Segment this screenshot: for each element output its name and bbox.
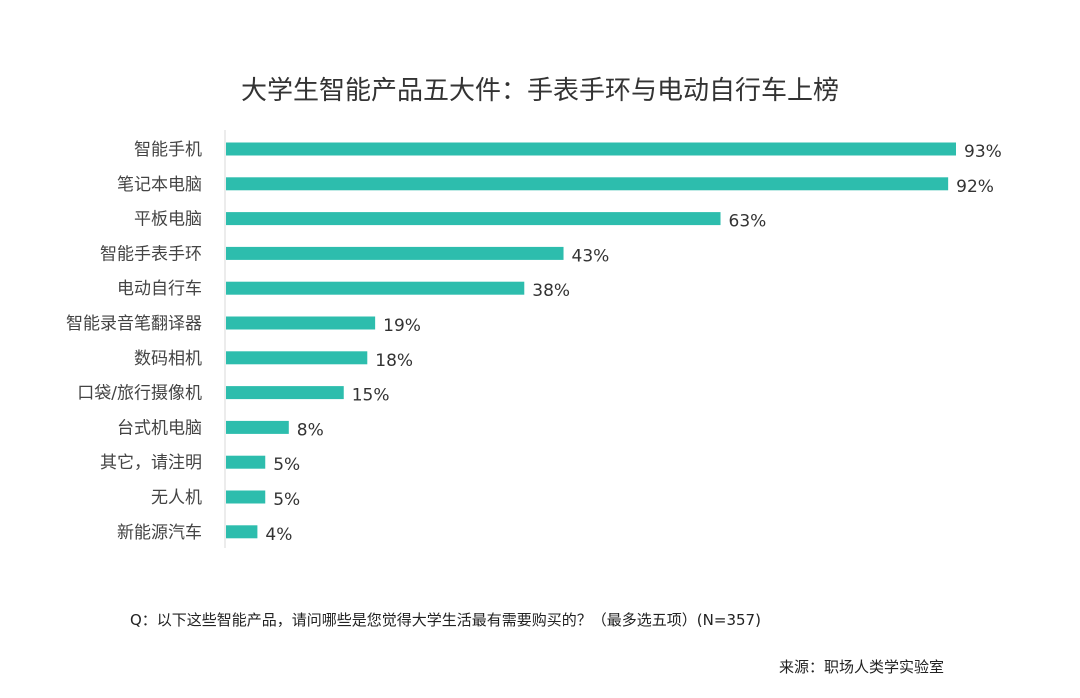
data-label: 38% bbox=[532, 281, 570, 301]
bar bbox=[226, 455, 266, 469]
data-label: 5% bbox=[273, 455, 300, 475]
category-label: 无人机 bbox=[151, 488, 202, 508]
bar bbox=[226, 420, 289, 434]
data-label: 5% bbox=[273, 490, 300, 510]
data-label: 15% bbox=[352, 386, 390, 406]
category-label: 智能手表手环 bbox=[100, 244, 202, 264]
bar bbox=[226, 490, 266, 504]
category-label: 新能源汽车 bbox=[117, 523, 202, 543]
bar bbox=[226, 142, 956, 156]
bar bbox=[226, 212, 721, 226]
category-label: 台式机电脑 bbox=[117, 418, 202, 438]
data-label: 93% bbox=[964, 142, 1002, 162]
bar bbox=[226, 281, 525, 295]
source-note: 来源：职场人类学实验室 bbox=[778, 658, 944, 676]
data-label: 4% bbox=[265, 525, 292, 545]
bar bbox=[226, 351, 368, 365]
data-label: 18% bbox=[375, 351, 413, 371]
category-label: 笔记本电脑 bbox=[117, 175, 202, 195]
category-label: 数码相机 bbox=[134, 349, 202, 369]
bar bbox=[226, 177, 949, 191]
data-label: 19% bbox=[383, 316, 421, 336]
data-label: 92% bbox=[956, 177, 994, 197]
chart-title: 大学生智能产品五大件：手表手环与电动自行车上榜 bbox=[240, 76, 839, 106]
bar bbox=[226, 246, 564, 260]
data-label: 63% bbox=[729, 212, 767, 232]
category-label: 电动自行车 bbox=[117, 279, 202, 299]
data-label: 43% bbox=[572, 246, 610, 266]
survey-question: Q：以下这些智能产品，请问哪些是您觉得大学生活最有需要购买的？（最多选五项）(N… bbox=[130, 611, 761, 629]
category-label: 口袋/旅行摄像机 bbox=[77, 384, 202, 404]
category-label: 平板电脑 bbox=[134, 210, 202, 230]
category-label: 智能手机 bbox=[134, 140, 202, 160]
bar bbox=[226, 525, 258, 539]
data-label: 8% bbox=[297, 420, 324, 440]
category-label: 智能录音笔翻译器 bbox=[66, 314, 202, 334]
category-label: 其它，请注明 bbox=[100, 453, 202, 473]
bar bbox=[226, 316, 376, 330]
bar bbox=[226, 386, 344, 400]
